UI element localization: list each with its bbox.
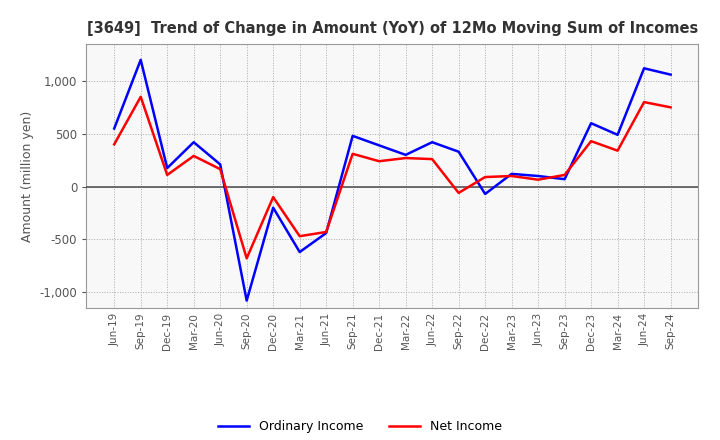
Ordinary Income xyxy=(295,249,304,255)
Net Income xyxy=(613,148,622,153)
Ordinary Income xyxy=(136,57,145,62)
Net Income xyxy=(428,157,436,162)
Ordinary Income xyxy=(613,132,622,137)
Net Income xyxy=(481,174,490,180)
Net Income xyxy=(163,172,171,178)
Ordinary Income xyxy=(666,72,675,77)
Net Income xyxy=(348,151,357,157)
Ordinary Income xyxy=(428,139,436,145)
Ordinary Income xyxy=(348,133,357,139)
Net Income xyxy=(587,139,595,144)
Ordinary Income xyxy=(454,149,463,154)
Ordinary Income xyxy=(110,126,119,131)
Ordinary Income xyxy=(322,231,330,236)
Net Income xyxy=(216,166,225,172)
Ordinary Income xyxy=(587,121,595,126)
Ordinary Income xyxy=(216,162,225,167)
Ordinary Income xyxy=(534,173,542,179)
Ordinary Income xyxy=(375,143,384,148)
Net Income xyxy=(136,94,145,99)
Net Income xyxy=(640,99,649,105)
Net Income xyxy=(110,142,119,147)
Net Income xyxy=(401,155,410,161)
Title: [3649]  Trend of Change in Amount (YoY) of 12Mo Moving Sum of Incomes: [3649] Trend of Change in Amount (YoY) o… xyxy=(87,21,698,36)
Ordinary Income xyxy=(243,298,251,303)
Y-axis label: Amount (million yen): Amount (million yen) xyxy=(21,110,34,242)
Net Income xyxy=(454,190,463,195)
Ordinary Income xyxy=(401,152,410,158)
Ordinary Income xyxy=(189,139,198,145)
Net Income xyxy=(666,105,675,110)
Ordinary Income xyxy=(640,66,649,71)
Ordinary Income xyxy=(560,176,569,182)
Ordinary Income xyxy=(163,165,171,171)
Net Income xyxy=(189,153,198,158)
Ordinary Income xyxy=(269,205,277,210)
Net Income xyxy=(322,229,330,235)
Ordinary Income xyxy=(508,171,516,176)
Legend: Ordinary Income, Net Income: Ordinary Income, Net Income xyxy=(213,415,507,438)
Net Income xyxy=(269,194,277,200)
Net Income xyxy=(243,256,251,261)
Ordinary Income xyxy=(481,191,490,197)
Net Income xyxy=(295,234,304,239)
Net Income xyxy=(508,173,516,179)
Net Income xyxy=(375,158,384,164)
Line: Ordinary Income: Ordinary Income xyxy=(114,60,670,301)
Line: Net Income: Net Income xyxy=(114,97,670,258)
Net Income xyxy=(534,177,542,182)
Net Income xyxy=(560,172,569,178)
